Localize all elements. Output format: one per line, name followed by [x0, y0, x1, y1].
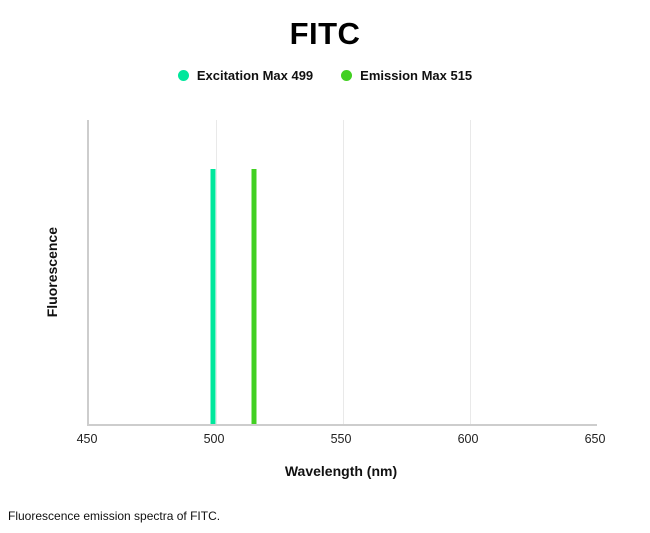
- x-tick-label-500: 500: [203, 432, 225, 446]
- x-tick-label-550: 550: [330, 432, 352, 446]
- legend-item-emission: Emission Max 515: [341, 68, 472, 83]
- gridline-x-600: [470, 120, 471, 424]
- excitation-dot-icon: [177, 70, 189, 81]
- x-tick-label-450: 450: [76, 432, 98, 446]
- x-axis-label: Wavelength (nm): [284, 463, 398, 479]
- y-axis-label-wrap: Fluorescence: [42, 120, 62, 424]
- legend-item-excitation: Excitation Max 499: [177, 68, 314, 83]
- plot-area: [87, 120, 597, 426]
- excitation-bar: [210, 168, 216, 424]
- gridline-x-550: [343, 120, 344, 424]
- figure-caption: Fluorescence emission spectra of FITC.: [8, 509, 221, 523]
- x-tick-label-650: 650: [584, 432, 606, 446]
- y-axis-label: Fluorescence: [44, 226, 60, 318]
- page-title: FITC: [289, 16, 361, 51]
- x-tick-label-600: 600: [457, 432, 479, 446]
- gridline-x-500: [216, 120, 217, 424]
- emission-dot-icon: [341, 70, 353, 81]
- x-axis-ticks: 450 500 550 600 650: [77, 432, 606, 448]
- legend: Excitation Max 499 Emission Max 515: [0, 68, 650, 83]
- legend-label-excitation: Excitation Max 499: [196, 68, 314, 83]
- legend-label-emission: Emission Max 515: [360, 68, 473, 83]
- emission-bar: [251, 168, 257, 424]
